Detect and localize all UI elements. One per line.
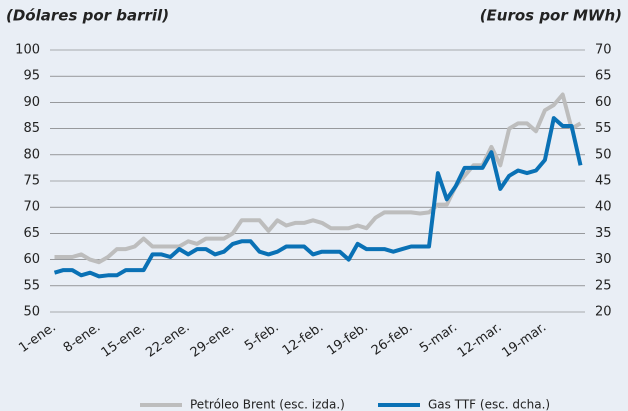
y-tick-label: 50 (23, 305, 40, 320)
y2-tick-label: 70 (595, 43, 612, 58)
y2-tick-label: 20 (595, 305, 612, 320)
y-tick-label: 90 (23, 95, 40, 110)
series-line (54, 92, 582, 265)
legend-label: Gas TTF (esc. dcha.) (428, 398, 550, 411)
y2-tick-label: 35 (595, 226, 612, 241)
legend-label: Petróleo Brent (esc. izda.) (190, 398, 345, 411)
y2-tick-label: 55 (595, 121, 612, 136)
y-tick-label: 70 (23, 200, 40, 215)
y-tick-label: 55 (23, 278, 40, 293)
y2-tick-label: 30 (595, 252, 612, 267)
series-line (53, 116, 583, 279)
y2-tick-label: 45 (595, 174, 612, 189)
y2-tick-label: 50 (595, 147, 612, 162)
y-tick-label: 65 (23, 226, 40, 241)
y-tick-label: 100 (15, 43, 40, 58)
y2-axis-title: (Euros por MWh) (480, 7, 622, 25)
y-tick-label: 95 (23, 69, 40, 84)
y2-tick-label: 40 (595, 200, 612, 215)
y-axis-title: (Dólares por barril) (6, 7, 169, 25)
y2-tick-label: 60 (595, 95, 612, 110)
y-tick-label: 85 (23, 121, 40, 136)
y-tick-label: 75 (23, 174, 40, 189)
y-tick-label: 60 (23, 252, 40, 267)
y-tick-label: 80 (23, 147, 40, 162)
y2-tick-label: 65 (595, 69, 612, 84)
y2-tick-label: 25 (595, 278, 612, 293)
